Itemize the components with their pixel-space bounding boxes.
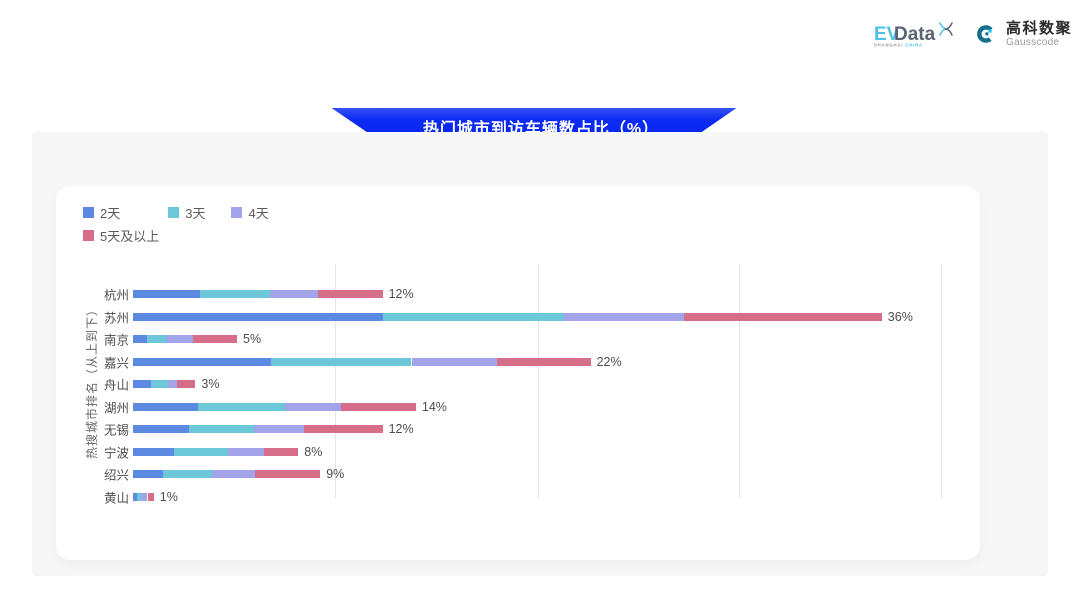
svg-text:SHANGHAI CHINA: SHANGHAI CHINA: [874, 43, 923, 48]
